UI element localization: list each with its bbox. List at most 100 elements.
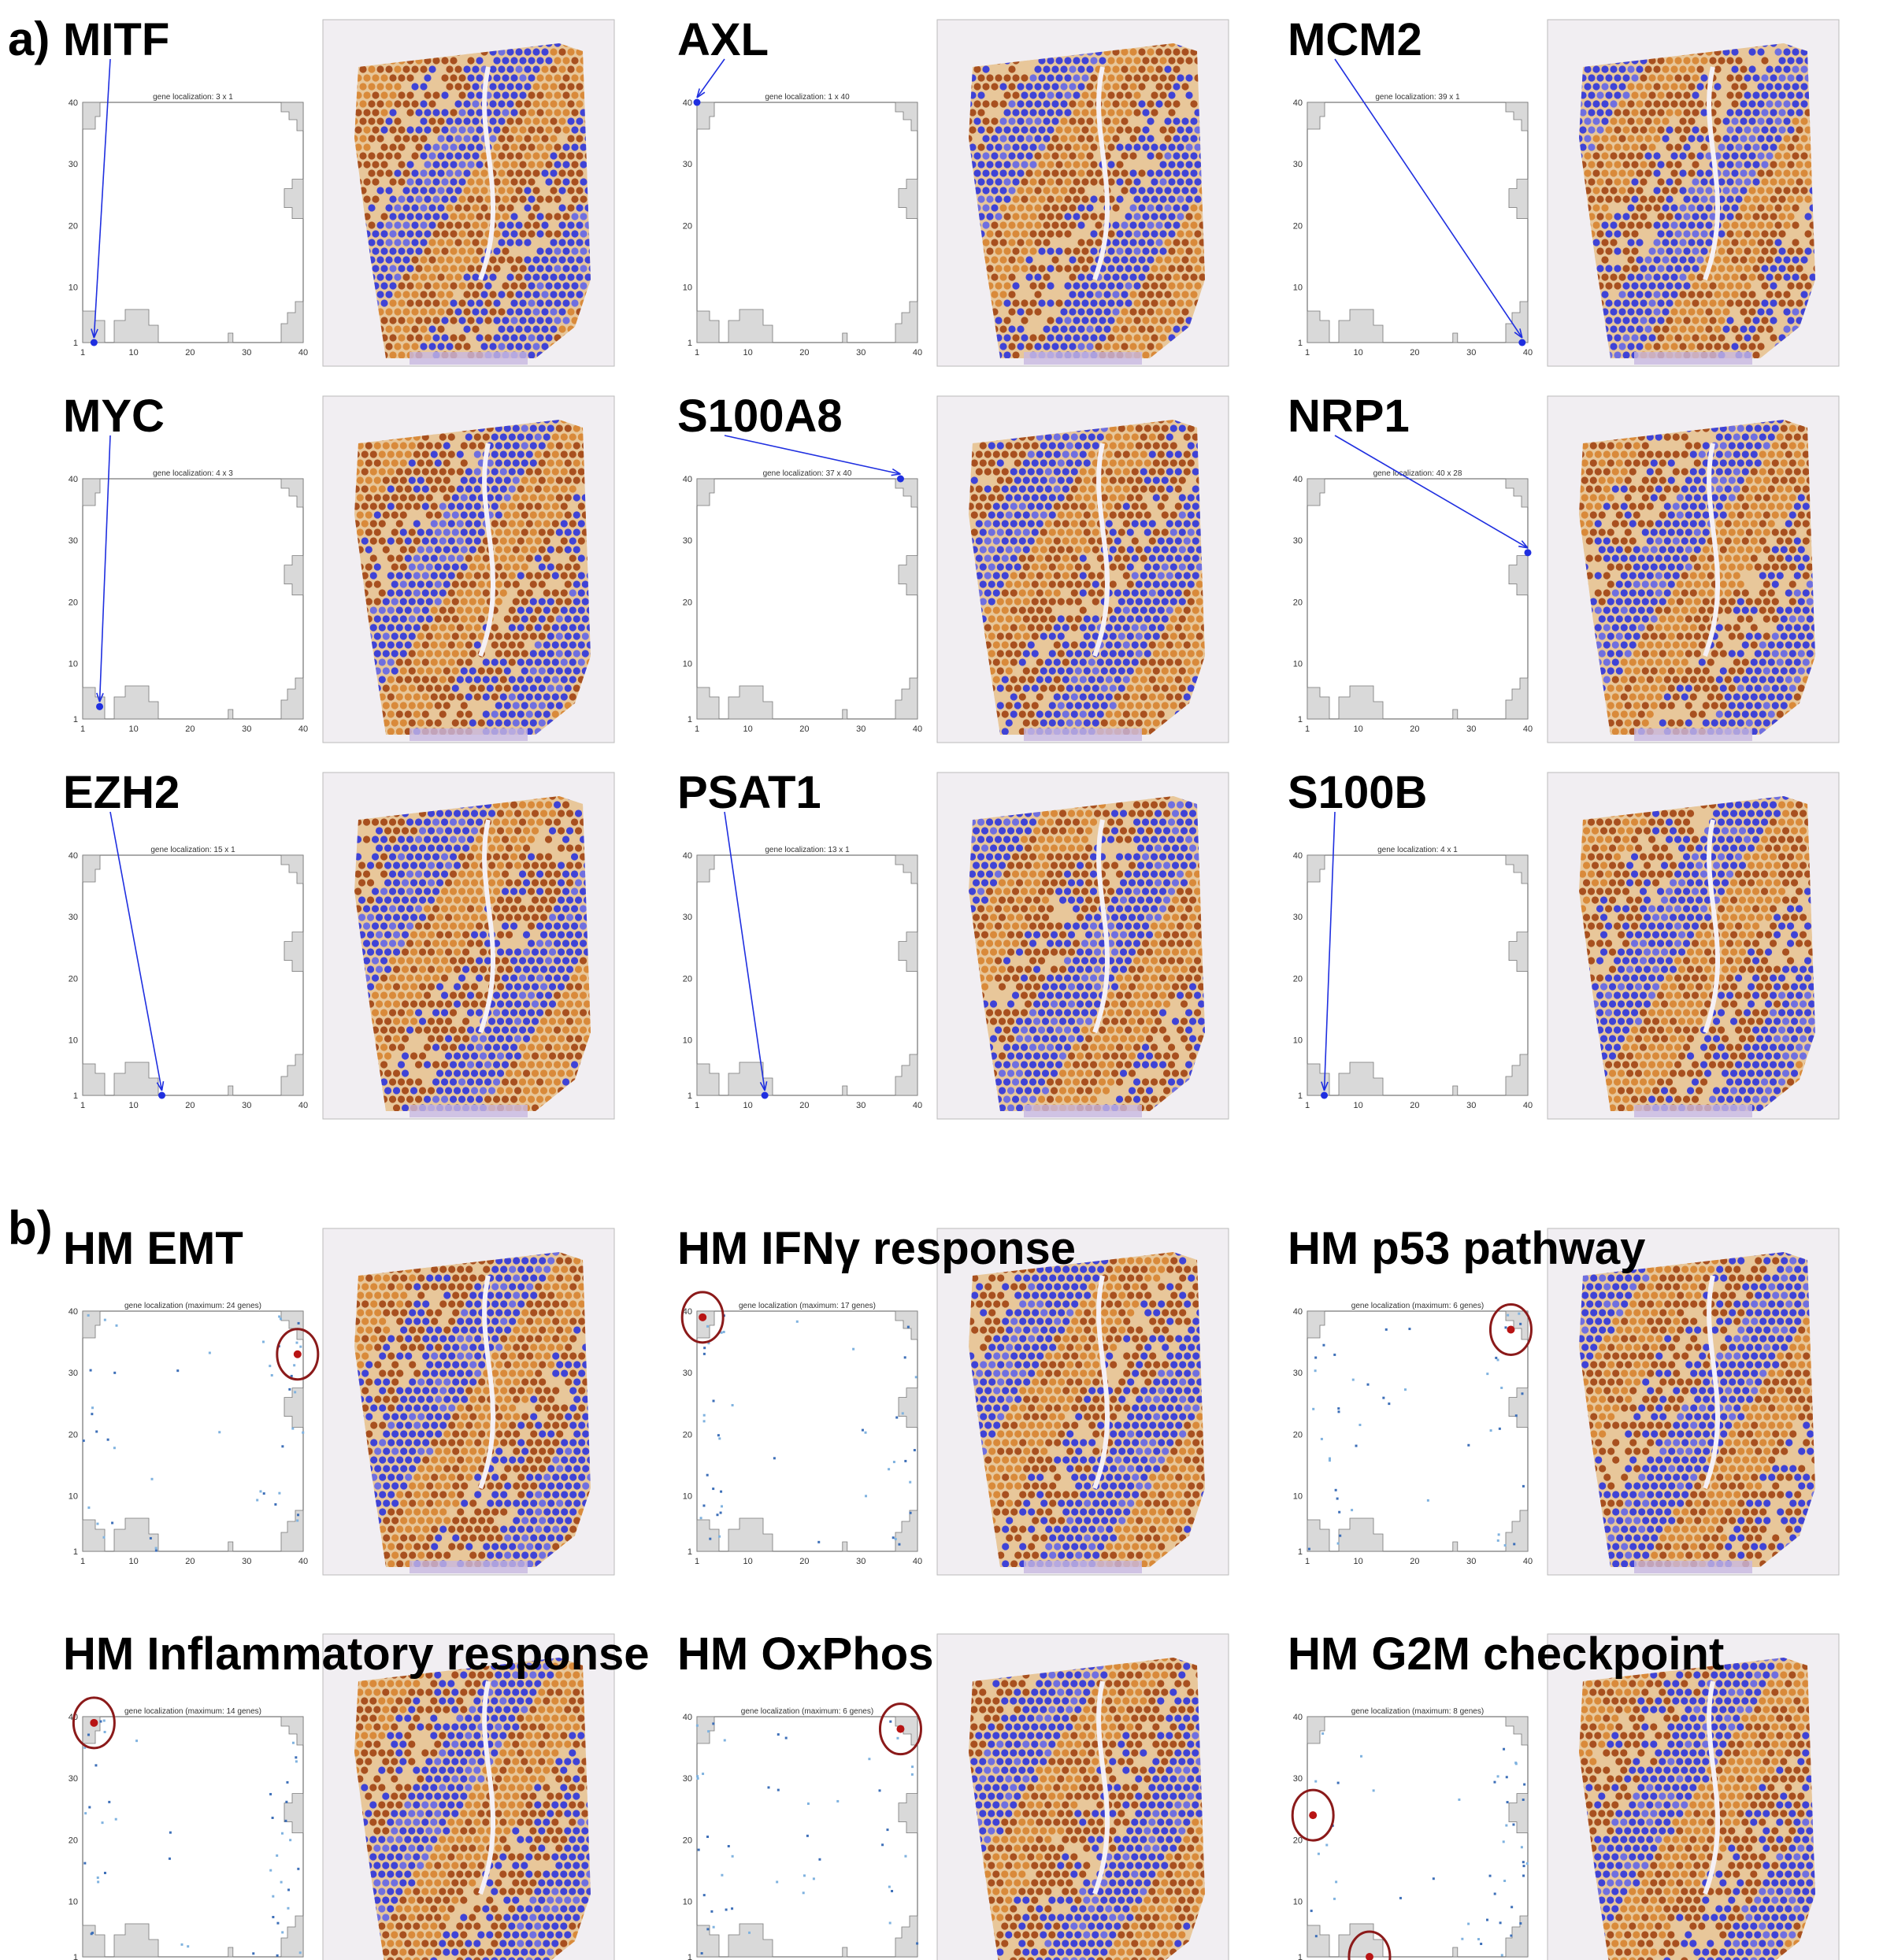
- metagene-dot: [276, 1921, 280, 1925]
- arrow-head: [696, 88, 706, 98]
- y-tick-label: 40: [683, 851, 692, 861]
- x-tick-label: 40: [1523, 348, 1533, 358]
- x-tick-label: 10: [743, 1557, 752, 1566]
- metagene-dot: [91, 1413, 94, 1416]
- y-tick-label: 30: [1293, 536, 1303, 546]
- y-tick-label: 40: [683, 1307, 692, 1317]
- gene-location-marker: [90, 339, 98, 346]
- metagene-dot: [861, 1428, 864, 1432]
- metagene-dot: [113, 1447, 116, 1450]
- som-grey-region: [1508, 1388, 1529, 1428]
- x-tick-label: 40: [913, 348, 922, 358]
- som-grey-region: [284, 932, 304, 972]
- som-grey-region: [842, 1947, 848, 1958]
- metagene-dot: [95, 1430, 98, 1433]
- metagene-dot: [904, 1854, 907, 1858]
- panel-ezh2: gene localization: 15 x 1 11 10 10 20 20 30 30 4…: [63, 767, 615, 1120]
- tissue-fold: [1092, 443, 1110, 658]
- som-grey-region: [82, 854, 101, 883]
- som-grey-region: [1508, 179, 1529, 219]
- metagene-dot: [718, 1437, 721, 1440]
- gene-location-marker: [761, 1091, 769, 1099]
- gene-location-marker: [96, 702, 104, 710]
- som-caption: gene localization (maximum: 8 genes): [1351, 1707, 1484, 1716]
- y-tick-label: 10: [1293, 660, 1303, 669]
- metagene-dot: [295, 1341, 298, 1344]
- som-grey-region: [1307, 478, 1325, 506]
- som-grey-region: [280, 1054, 304, 1096]
- metagene-dot: [1337, 1407, 1340, 1410]
- tissue-fold: [1703, 443, 1720, 658]
- x-tick-label: 10: [1353, 1101, 1362, 1110]
- metagene-dot: [836, 1799, 840, 1803]
- metagene-dot: [108, 1800, 111, 1803]
- tissue-spots: [1579, 420, 1815, 735]
- hotspot-dot: [1507, 1325, 1515, 1334]
- metagene-dot: [723, 1739, 726, 1742]
- x-tick-label: 30: [856, 724, 866, 734]
- som-grey-region: [82, 102, 101, 130]
- metagene-dot: [1496, 1539, 1499, 1542]
- metagene-dot: [707, 1730, 710, 1733]
- panel-mitf: gene localization: 3 x 1 11 10 10 20 20 30 30 40…: [63, 14, 615, 367]
- metagene-dot: [712, 1722, 715, 1725]
- metagene-dot: [281, 1445, 284, 1448]
- x-tick-label: 10: [1353, 724, 1362, 734]
- metagene-dot: [896, 1736, 899, 1740]
- metagene-dot: [87, 1313, 90, 1317]
- metagene-dot: [1488, 1874, 1492, 1877]
- metagene-dot: [865, 1495, 868, 1498]
- panel-hm-p53-pathway: gene localization (maximum: 6 genes) 11 10…: [1288, 1223, 1840, 1576]
- panel-s100b: gene localization: 4 x 1 11 10 10 20 20 30 30 40…: [1288, 767, 1840, 1120]
- metagene-dot: [169, 1831, 172, 1834]
- som-grey-region: [1452, 1085, 1459, 1096]
- som-grey-region: [1452, 1947, 1459, 1958]
- som-caption: gene localization (maximum: 17 genes): [739, 1302, 876, 1310]
- y-tick-label: 1: [688, 715, 692, 724]
- y-tick-label: 10: [683, 1036, 692, 1046]
- som-grey-region: [280, 102, 304, 132]
- x-tick-label: 40: [298, 348, 308, 358]
- x-tick-label: 30: [242, 724, 251, 734]
- metagene-dot: [91, 1406, 94, 1410]
- y-tick-label: 30: [69, 536, 78, 546]
- metagene-dot: [1522, 1874, 1525, 1877]
- gene-location-marker: [1321, 1091, 1329, 1099]
- metagene-dot: [702, 1504, 706, 1507]
- y-tick-label: 1: [688, 1547, 692, 1557]
- gene-location-marker: [158, 1091, 166, 1099]
- pointer-arrow: [696, 58, 725, 98]
- metagene-dot: [706, 1325, 710, 1328]
- y-tick-label: 1: [688, 339, 692, 348]
- y-tick-label: 20: [683, 221, 692, 231]
- metagene-dot: [1351, 1378, 1355, 1381]
- y-tick-label: 30: [683, 1369, 692, 1378]
- metagene-dot: [1333, 1353, 1336, 1356]
- panel-title: MITF: [63, 14, 169, 65]
- metagene-dot: [1310, 1910, 1313, 1913]
- y-tick-label: 1: [73, 1547, 78, 1557]
- y-tick-label: 20: [1293, 1430, 1303, 1439]
- x-tick-label: 30: [1466, 348, 1476, 358]
- metagene-dot: [1467, 1443, 1470, 1447]
- y-tick-label: 1: [688, 1091, 692, 1101]
- metagene-dot: [1500, 1954, 1503, 1957]
- metagene-dot: [289, 1839, 292, 1842]
- slide-label-strip: [1634, 352, 1752, 365]
- metagene-dot: [817, 1540, 821, 1543]
- som-grey-region: [898, 1793, 918, 1833]
- som-grey-region: [696, 478, 715, 506]
- y-tick-label: 10: [683, 660, 692, 669]
- metagene-dot: [298, 1951, 302, 1954]
- y-tick-label: 40: [683, 475, 692, 484]
- som-grey-region: [1307, 687, 1330, 720]
- som-grey-region: [284, 179, 304, 219]
- y-tick-label: 10: [69, 1036, 78, 1046]
- x-tick-label: 10: [128, 1557, 138, 1566]
- y-tick-label: 20: [1293, 1836, 1303, 1845]
- metagene-dot: [1384, 1328, 1388, 1331]
- x-tick-label: 10: [743, 1101, 752, 1110]
- metagene-dot: [721, 1873, 724, 1877]
- pointer-arrow: [724, 811, 765, 1091]
- panel-mcm2: gene localization: 39 x 1 11 10 10 20 20 30 30 4…: [1288, 14, 1840, 367]
